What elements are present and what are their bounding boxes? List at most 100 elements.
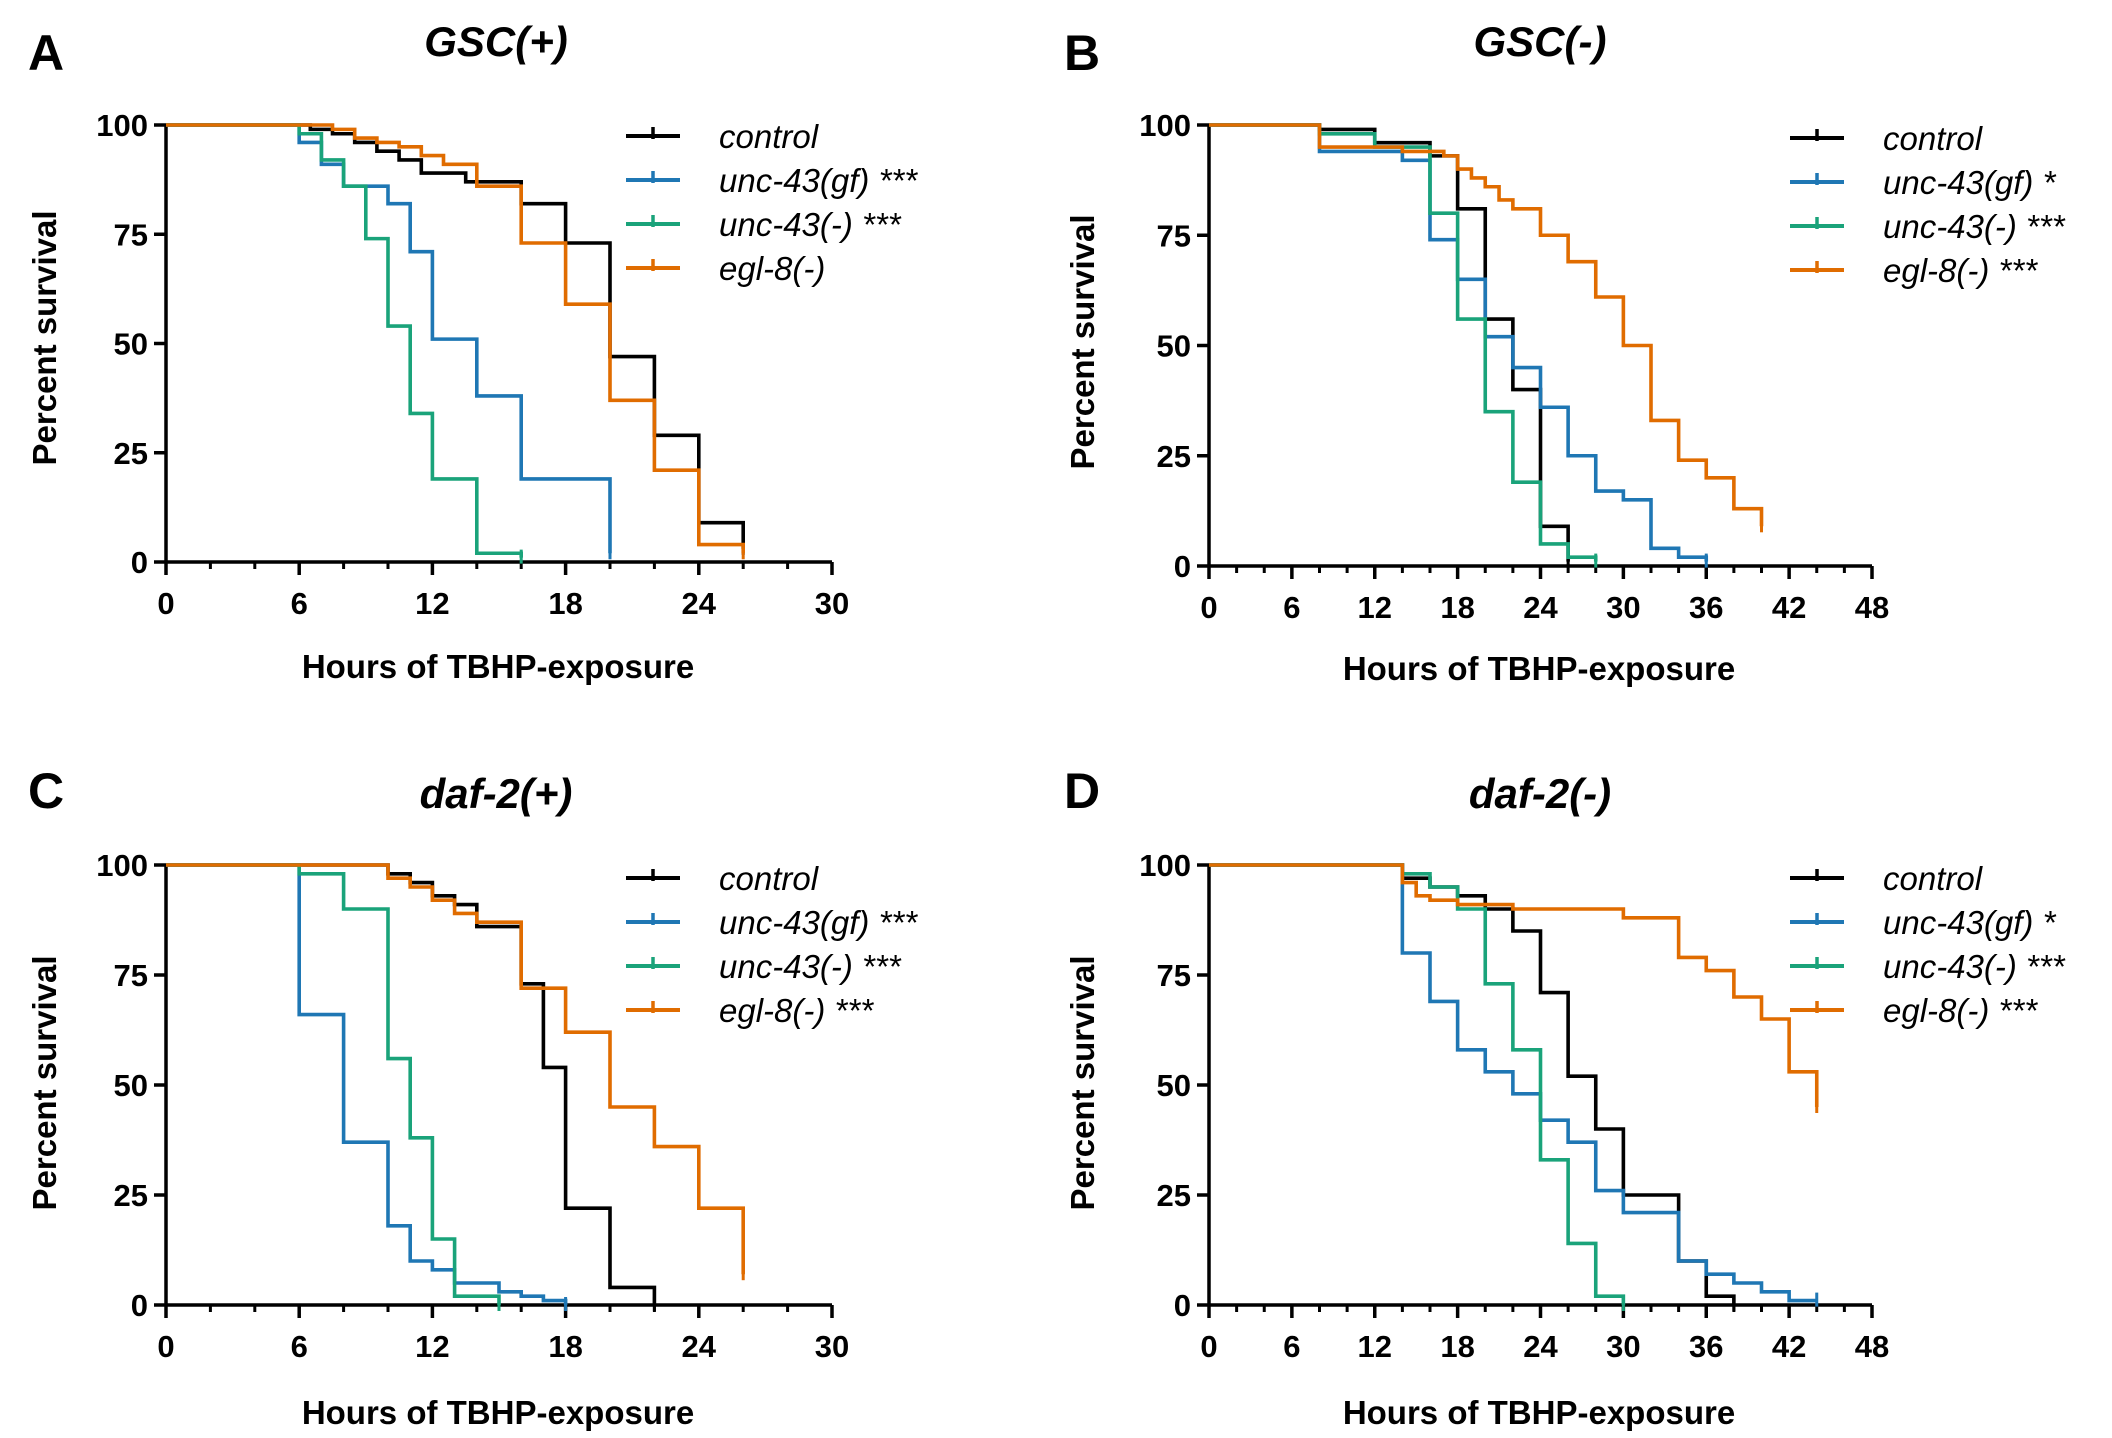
panel-b-x-tick-label: 30	[1606, 590, 1640, 625]
panel-c-legend-label-control: control	[719, 860, 820, 897]
panel-d-y-tick-label: 0	[1174, 1288, 1191, 1323]
panel-b-x-tick-label: 36	[1689, 590, 1723, 625]
panel-d-curve-egl-8	[1209, 863, 1819, 1107]
panel-d-y-tick-label: 75	[1157, 958, 1191, 993]
panel-b-y-tick-label: 25	[1157, 439, 1191, 474]
panel-a-y-tick-label: 25	[114, 436, 148, 471]
panel-a-curve-control	[166, 123, 745, 549]
panel-a-y-tick-label: 0	[131, 545, 148, 580]
panel-d-x-tick-label: 0	[1200, 1329, 1217, 1364]
panel-d-legend: control unc-43(gf) * unc-43(-) *** egl-8(-)…	[1790, 860, 2066, 1029]
panel-c-y-tick-label: 50	[114, 1068, 148, 1103]
panel-b-curve-egl-8	[1209, 123, 1764, 527]
panel-d-x-tick-label: 30	[1606, 1329, 1640, 1364]
panel-d-plot: 0 25 50 75 100 0 6 12 18 24 30 36 42 48	[1139, 848, 1889, 1364]
panel-c-y-tick-label: 75	[114, 958, 148, 993]
panel-a-y-axis-label: Percent survival	[26, 211, 63, 466]
panel-d-curve-unc-43-gf	[1209, 863, 1817, 1303]
panel-c-x-tick-label: 24	[682, 1329, 717, 1364]
panel-c-x-tick-label: 18	[548, 1329, 582, 1364]
panel-c-x-tick-label: 6	[291, 1329, 308, 1364]
panel-d-x-tick-label: 12	[1358, 1329, 1392, 1364]
panel-letter-c: C	[28, 763, 64, 819]
panel-b-x-tick-label: 48	[1855, 590, 1889, 625]
panel-a-x-axis-label: Hours of TBHP-exposure	[302, 648, 694, 685]
panel-b-x-tick-label: 42	[1772, 590, 1806, 625]
panel-letter-d: D	[1064, 763, 1100, 819]
panel-b-x-axis-label: Hours of TBHP-exposure	[1343, 650, 1735, 687]
panel-d-y-axis-label: Percent survival	[1064, 956, 1101, 1211]
panel-d-x-tick-label: 48	[1855, 1329, 1889, 1364]
panel-letter-b: B	[1064, 25, 1100, 81]
panel-b-legend-label-unc-43-gf: unc-43(gf) *	[1883, 164, 2057, 201]
panel-c-y-tick-label: 0	[131, 1288, 148, 1323]
panel-d-x-tick-label: 42	[1772, 1329, 1806, 1364]
panel-b-y-tick-label: 100	[1139, 108, 1191, 143]
panel-d-x-tick-label: 18	[1440, 1329, 1474, 1364]
panel-d-x-tick-label: 6	[1283, 1329, 1300, 1364]
panel-c-y-axis-label: Percent survival	[26, 956, 63, 1211]
panel-c-y-tick-label: 100	[96, 848, 148, 883]
panel-b-legend-label-control: control	[1883, 120, 1984, 157]
panel-a-legend-label-egl-8: egl-8(-)	[719, 250, 825, 287]
panel-d-curve-control	[1209, 863, 1736, 1305]
panel-d-x-tick-label: 36	[1689, 1329, 1723, 1364]
panel-d-legend-label-unc-43-gf: unc-43(gf) *	[1883, 904, 2057, 941]
panel-d-y-tick-label: 100	[1139, 848, 1191, 883]
panel-b-x-tick-label: 18	[1440, 590, 1474, 625]
panel-c: C daf-2(+) Percent survival Hours of TBH…	[26, 763, 918, 1431]
panel-b-y-tick-label: 0	[1174, 549, 1191, 584]
panel-a-curve-unc-43-gf	[166, 123, 612, 554]
panel-a-y-tick-label: 50	[114, 327, 148, 362]
panel-c-plot: 0 25 50 75 100 0 6 12 18 24 30	[96, 848, 849, 1364]
panel-b-x-tick-label: 6	[1283, 590, 1300, 625]
panel-a-legend: control unc-43(gf) *** unc-43(-) *** egl-8(…	[626, 118, 918, 287]
panel-a-x-tick-label: 30	[815, 586, 849, 621]
panel-a-x-tick-label: 12	[415, 586, 449, 621]
panel-c-x-tick-label: 30	[815, 1329, 849, 1364]
panel-c-curve-unc-43-gf	[166, 863, 568, 1305]
panel-a-legend-label-unc-43-gf: unc-43(gf) ***	[719, 162, 918, 199]
panel-c-y-tick-label: 25	[114, 1178, 148, 1213]
panel-c-curve-unc-43	[166, 863, 501, 1305]
panel-b-y-tick-label: 50	[1157, 329, 1191, 364]
panel-b-plot: 0 25 50 75 100 0 6 12 18 24 30 36 42 48	[1139, 108, 1889, 625]
panel-c-x-tick-label: 12	[415, 1329, 449, 1364]
panel-b-legend-label-unc-43: unc-43(-) ***	[1883, 208, 2066, 245]
panel-c-legend-label-unc-43-gf: unc-43(gf) ***	[719, 904, 918, 941]
panel-a-x-tick-label: 18	[548, 586, 582, 621]
panel-b-legend-label-egl-8: egl-8(-) ***	[1883, 252, 2038, 289]
panel-b-curve-control	[1209, 123, 1570, 562]
panel-d: D daf-2(-) Percent survival Hours of TBH…	[1064, 763, 2066, 1431]
panel-d-x-tick-label: 24	[1523, 1329, 1558, 1364]
panel-d-curve-unc-43	[1209, 863, 1626, 1305]
panel-b-curve-unc-43	[1209, 123, 1598, 562]
panel-b-x-tick-label: 12	[1358, 590, 1392, 625]
panel-b: B GSC(-) Percent survival Hours of TBHP-…	[1064, 18, 2066, 687]
panel-a-legend-label-control: control	[719, 118, 820, 155]
panel-letter-a: A	[28, 25, 64, 81]
panel-d-legend-label-control: control	[1883, 860, 1984, 897]
panel-c-legend-label-unc-43: unc-43(-) ***	[719, 948, 902, 985]
panel-a-y-tick-label: 75	[114, 217, 148, 252]
panel-a-x-tick-label: 6	[291, 586, 308, 621]
panel-d-legend-label-unc-43: unc-43(-) ***	[1883, 948, 2066, 985]
panel-a-legend-label-unc-43: unc-43(-) ***	[719, 206, 902, 243]
panel-b-y-axis-label: Percent survival	[1064, 215, 1101, 470]
panel-a-curve-unc-43	[166, 123, 523, 558]
panel-a-x-tick-label: 0	[157, 586, 174, 621]
panel-d-x-axis-label: Hours of TBHP-exposure	[1343, 1394, 1735, 1431]
panel-c-legend: control unc-43(gf) *** unc-43(-) *** egl-8(…	[626, 860, 918, 1029]
panel-c-x-tick-label: 0	[157, 1329, 174, 1364]
panel-a-plot: 0 25 50 75 100 0 6 12 18 24 30	[96, 108, 849, 621]
panel-d-y-tick-label: 25	[1157, 1178, 1191, 1213]
panel-b-legend: control unc-43(gf) * unc-43(-) *** egl-8(-)…	[1790, 120, 2066, 289]
panel-b-curve-unc-43-gf	[1209, 123, 1709, 562]
panel-d-legend-label-egl-8: egl-8(-) ***	[1883, 992, 2038, 1029]
panel-c-curve-egl-8	[166, 863, 745, 1275]
panel-b-title: GSC(-)	[1474, 18, 1607, 65]
panel-c-legend-label-egl-8: egl-8(-) ***	[719, 992, 874, 1029]
panel-b-x-tick-label: 24	[1523, 590, 1558, 625]
panel-b-y-tick-label: 75	[1157, 218, 1191, 253]
